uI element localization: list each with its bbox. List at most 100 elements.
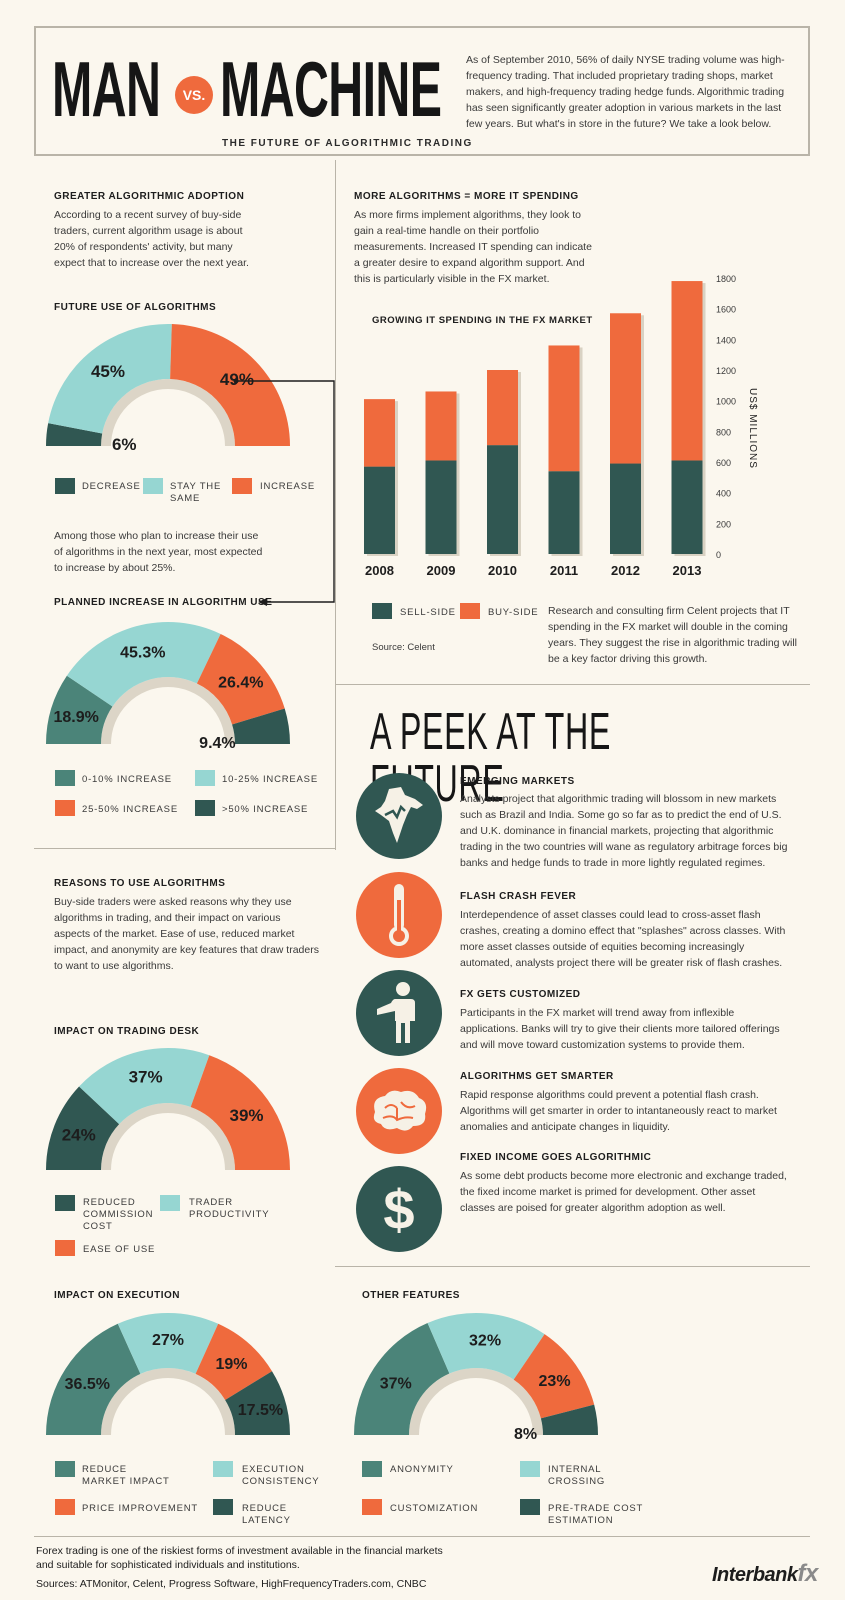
y-tick-label: 1800	[716, 274, 736, 284]
other-title: OTHER FEATURES	[362, 1290, 460, 1301]
pie-slice	[46, 1086, 120, 1170]
legend-productivity: TRADER PRODUCTIVITY	[189, 1197, 270, 1220]
y-tick-label: 400	[716, 489, 731, 499]
legend-swatch-commission	[55, 1195, 75, 1211]
y-axis-label: US$ MILLIONS	[747, 388, 758, 469]
legend-0-10: 0-10% INCREASE	[82, 774, 172, 785]
title-machine: MACHINE	[220, 45, 442, 133]
pie-slice	[513, 1334, 595, 1419]
pie-slice	[225, 1371, 290, 1435]
bar-sellside	[487, 445, 518, 554]
legend-swatch-50plus	[195, 800, 215, 816]
inner-shadow	[101, 1103, 235, 1171]
x-tick-label: 2013	[673, 563, 702, 578]
desk-title: IMPACT ON TRADING DESK	[54, 1026, 200, 1037]
pie-slice	[79, 1048, 210, 1125]
pie-slice	[354, 1323, 450, 1435]
x-tick-label: 2011	[550, 563, 578, 578]
future-item-heading: FIXED INCOME GOES ALGORITHMIC	[460, 1152, 652, 1163]
pie-slice	[540, 1404, 598, 1435]
bar-sellside	[364, 466, 395, 554]
legend-pretrade: PRE-TRADE COST ESTIMATION	[548, 1503, 644, 1526]
other-chart: 37% 32% 23% 8%	[354, 1313, 598, 1443]
future-use-title: FUTURE USE OF ALGORITHMS	[54, 302, 217, 313]
exec-title: IMPACT ON EXECUTION	[54, 1290, 180, 1301]
future-item-heading: ALGORITHMS GET SMARTER	[460, 1071, 614, 1082]
person-icon	[356, 970, 442, 1056]
y-tick-label: 800	[716, 427, 731, 437]
legend-swatch-25-50	[55, 800, 75, 816]
inner-shadow	[101, 1368, 235, 1436]
y-tick-label: 1600	[716, 305, 736, 315]
future-item-text: Interdependence of asset classes could l…	[460, 909, 786, 969]
legend-swatch-crossing	[520, 1461, 540, 1477]
footer-sources: Sources: ATMonitor, Celent, Progress Sof…	[36, 1578, 427, 1590]
legend-swatch-pretrade	[520, 1499, 540, 1515]
rule-left-mid	[34, 848, 336, 849]
future-item-text: Rapid response algorithms could prevent …	[460, 1089, 777, 1133]
inner-shadow	[101, 677, 235, 745]
slice-label: 24%	[62, 1126, 96, 1145]
rule-footer	[34, 1536, 810, 1537]
india-map-icon	[356, 773, 442, 859]
brand-logo[interactable]: Interbankfx	[712, 1560, 818, 1587]
slice-label: 45.3%	[120, 644, 165, 661]
inner-shadow	[101, 379, 235, 447]
pie-slice	[170, 324, 290, 446]
slice-label: 45%	[91, 362, 125, 381]
fx-chart-title: GROWING IT SPENDING IN THE FX MARKET	[372, 315, 593, 326]
header-box	[34, 26, 810, 156]
bar-buyside	[548, 345, 580, 472]
legend-swatch-stay	[143, 478, 163, 494]
brain-icon	[356, 1068, 442, 1154]
adoption-text: According to a recent survey of buy-side…	[54, 209, 249, 269]
planned-title: PLANNED INCREASE IN ALGORITHM USE	[54, 597, 273, 608]
mid-text: Among those who plan to increase their u…	[54, 530, 263, 574]
bar-buyside	[671, 281, 703, 461]
legend-decrease: DECREASE	[82, 481, 141, 492]
legend-swatch-decrease	[55, 478, 75, 494]
legend-price: PRICE IMPROVEMENT	[82, 1503, 198, 1514]
legend-swatch-10-25	[195, 770, 215, 786]
legend-50plus: >50% INCREASE	[222, 804, 309, 815]
future-item-text: Participants in the FX market will trend…	[460, 1007, 780, 1051]
future-item-text: Analysts project that algorithmic tradin…	[460, 793, 788, 869]
legend-swatch-price	[55, 1499, 75, 1515]
pie-slice	[46, 1323, 141, 1435]
vertical-rule	[335, 160, 336, 850]
slice-label: 8%	[514, 1426, 537, 1443]
reasons-heading: REASONS TO USE ALGORITHMS	[54, 878, 226, 889]
rule-peek-bottom	[335, 1266, 810, 1267]
legend-latency: REDUCE LATENCY	[242, 1503, 291, 1526]
connector-arrow	[233, 378, 335, 606]
legend-anonymity: ANONYMITY	[390, 1464, 454, 1475]
planned-chart: 18.9% 45.3% 26.4% 9.4%	[46, 622, 290, 752]
slice-label: 39%	[230, 1106, 264, 1125]
pie-slice	[232, 708, 290, 744]
spending-text: As more firms implement algorithms, they…	[354, 209, 592, 285]
thermometer-icon	[356, 872, 442, 958]
slice-label: 27%	[152, 1332, 184, 1349]
bar-sellside	[610, 463, 641, 554]
y-tick-label: 200	[716, 519, 731, 529]
pie-slice	[48, 324, 172, 434]
legend-swatch-anonymity	[362, 1461, 382, 1477]
fx-source: Source: Celent	[372, 642, 435, 653]
legend-customization: CUSTOMIZATION	[390, 1503, 479, 1514]
y-tick-label: 600	[716, 458, 731, 468]
legend-swatch-latency	[213, 1499, 233, 1515]
x-tick-label: 2009	[427, 563, 456, 578]
legend-swatch-sellside	[372, 603, 392, 619]
legend-increase: INCREASE	[260, 481, 315, 492]
legend-swatch-market-impact	[55, 1461, 75, 1477]
intro-text: As of September 2010, 56% of daily NYSE …	[466, 54, 785, 130]
title-man: MAN	[52, 45, 161, 133]
legend-consistency: EXECUTION CONSISTENCY	[242, 1464, 320, 1487]
x-tick-label: 2010	[488, 563, 517, 578]
legend-swatch-customization	[362, 1499, 382, 1515]
vs-badge: VS.	[175, 76, 213, 114]
slice-label: 23%	[539, 1373, 571, 1390]
future-item-heading: EMERGING MARKETS	[460, 776, 575, 787]
y-tick-label: 1000	[716, 397, 736, 407]
desk-chart: 24% 37% 39%	[46, 1048, 290, 1171]
